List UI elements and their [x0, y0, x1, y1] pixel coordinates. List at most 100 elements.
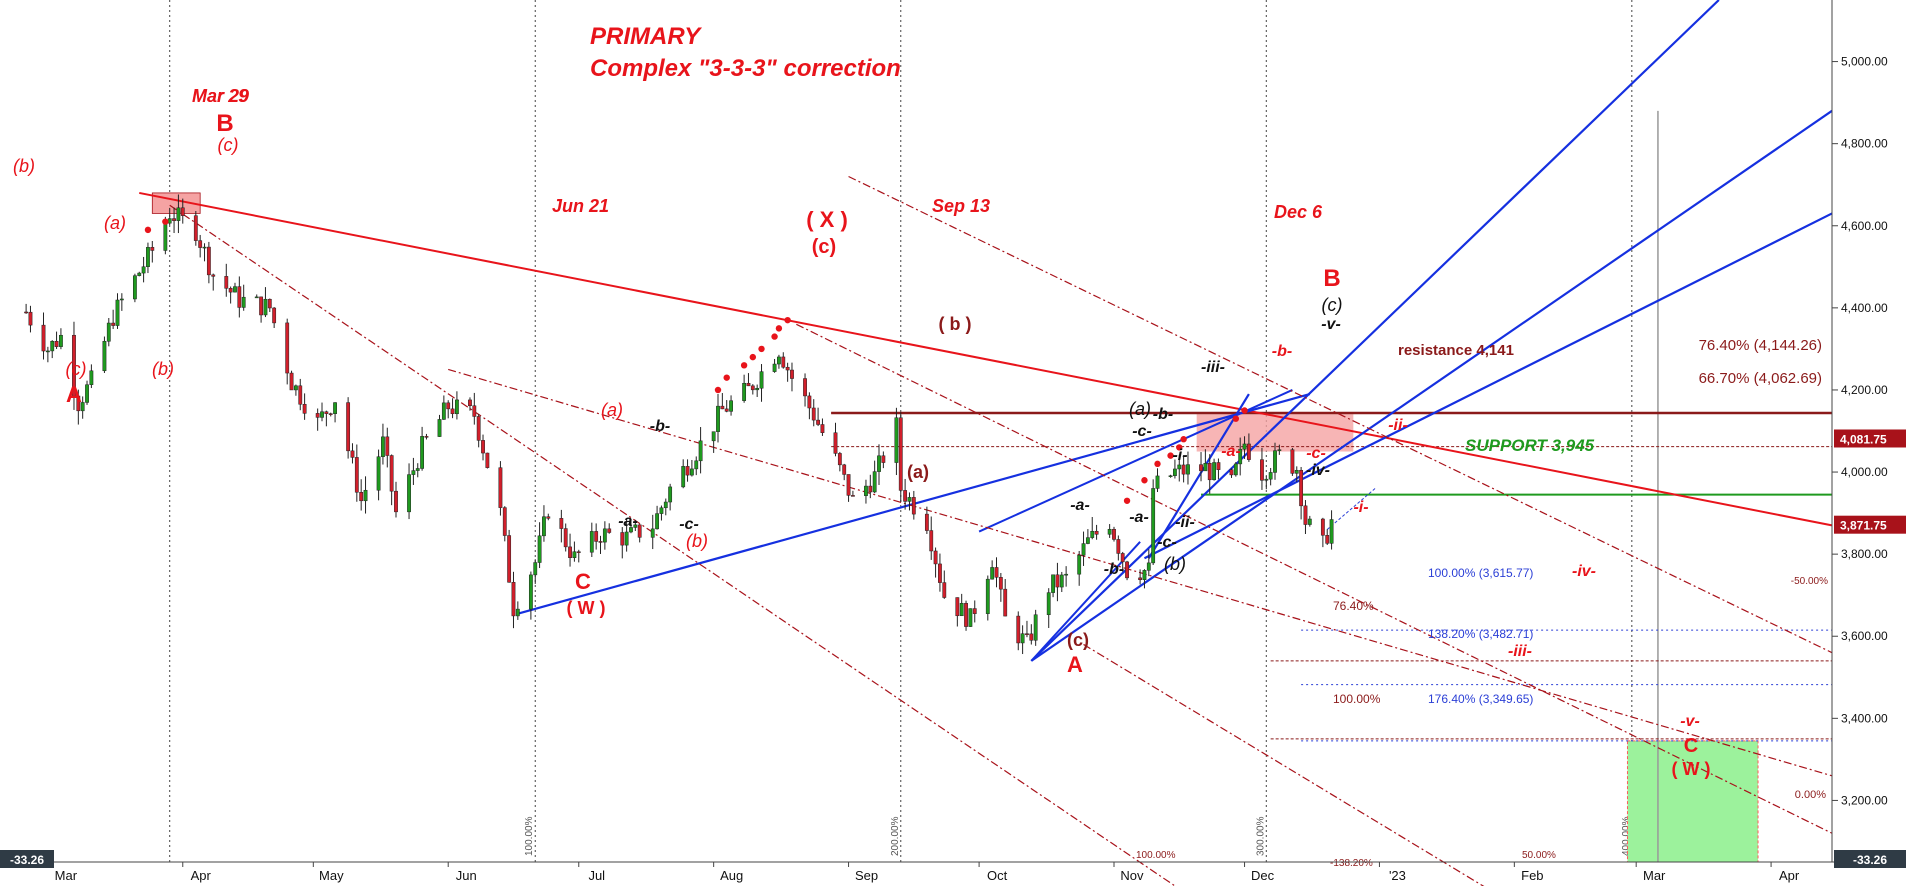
candle-up	[146, 247, 150, 267]
level-label: 76.40%	[1333, 599, 1374, 613]
candle-down	[359, 492, 364, 502]
candle-up	[1277, 449, 1282, 451]
x-tick-label: May	[319, 868, 344, 883]
candle-down	[1116, 539, 1121, 554]
candle-up	[1077, 554, 1082, 575]
wave-label: ( W )	[1672, 759, 1711, 779]
candle-down	[206, 246, 211, 276]
candle-down	[568, 546, 572, 558]
candle-down	[111, 322, 116, 326]
candle-up	[985, 578, 990, 614]
candle-down	[807, 395, 812, 409]
wave-dot-marker	[784, 316, 791, 324]
candle-down	[193, 215, 198, 241]
candle-up	[990, 567, 995, 580]
candle-up	[894, 417, 899, 463]
wave-dot-marker	[162, 218, 169, 225]
wave-label: ( X )	[806, 207, 848, 232]
y-tick-label: 3,800.00	[1841, 547, 1888, 561]
wave-dot-marker	[144, 226, 152, 234]
vertical-percent-label: 200.00%	[890, 816, 901, 856]
candle-up	[437, 419, 442, 437]
projection-dash	[1326, 488, 1376, 530]
candle-down	[350, 450, 355, 458]
candle-up	[742, 382, 747, 401]
candle-down	[833, 432, 838, 454]
candle-down	[720, 405, 725, 410]
candle-down	[746, 382, 751, 387]
blue-channel-upper	[978, 389, 1293, 533]
channel-percent-label: 50.00%	[1522, 850, 1556, 861]
blue-fan-mid	[1030, 109, 1833, 662]
candle-down	[842, 464, 847, 475]
candle-down	[76, 395, 81, 412]
x-tick-label: Jul	[588, 868, 605, 883]
wave-dot-marker	[771, 333, 778, 340]
candle-down	[837, 453, 842, 466]
candle-down	[54, 340, 59, 347]
wave-label: -v-	[1321, 316, 1341, 333]
candle-down	[594, 531, 599, 542]
candle-up	[132, 275, 137, 300]
candle-down	[1016, 615, 1021, 644]
x-tick-label: Mar	[55, 868, 78, 883]
candle-up	[698, 440, 703, 462]
wave-label: (b)	[1164, 554, 1186, 574]
main-downtrend-line	[139, 191, 1833, 527]
candle-down	[211, 274, 216, 277]
candle-up	[407, 474, 411, 513]
wave-label: (c)	[1067, 630, 1089, 650]
wave-dot-marker	[1123, 497, 1131, 504]
price-tag	[1834, 515, 1906, 534]
bottom-left-value-box	[0, 850, 54, 868]
wave-label: -iii-	[1508, 643, 1532, 660]
candle-up	[1173, 468, 1177, 476]
candle-up	[50, 340, 55, 352]
wave-dot-marker	[1141, 477, 1148, 484]
candle-up	[602, 528, 607, 543]
candle-down	[1325, 535, 1330, 544]
chart-subtitle: Complex "3-3-3" correction	[590, 55, 901, 82]
candle-down	[1229, 469, 1234, 476]
wave-label: (c)	[1322, 295, 1343, 315]
candle-up	[1151, 488, 1156, 564]
candle-down	[354, 457, 359, 493]
candle-up	[420, 436, 425, 469]
candle-up	[959, 603, 964, 617]
candle-up	[1238, 448, 1243, 465]
candle-up	[102, 341, 107, 372]
wave-label: -a-	[1221, 443, 1241, 460]
candle-up	[294, 385, 298, 391]
x-tick-label: Mar	[1643, 868, 1666, 883]
candle-up	[755, 387, 760, 391]
wave-dot-marker	[1180, 436, 1187, 443]
candle-down	[955, 597, 960, 617]
candle-down	[994, 567, 999, 578]
candle-down	[498, 467, 503, 508]
candle-up	[263, 298, 268, 316]
candle-down	[1199, 464, 1203, 472]
candle-down	[942, 582, 947, 598]
x-tick-label: '23	[1389, 868, 1406, 883]
candle-up	[1168, 475, 1173, 477]
wave-label: -iv-	[1306, 462, 1330, 479]
bottom-right-value-box	[1834, 850, 1906, 868]
candle-up	[515, 608, 520, 617]
wave-label: -c-	[679, 516, 699, 533]
candle-up	[537, 535, 542, 563]
candle-up	[624, 531, 629, 546]
wave-dot-marker	[758, 345, 765, 353]
candle-down	[1246, 443, 1251, 460]
price-tag-label: 4,081.75	[1840, 432, 1887, 446]
candle-down	[172, 218, 176, 221]
candle-up	[877, 455, 881, 472]
candle-up	[45, 350, 50, 353]
wave-label: ( b )	[939, 314, 972, 334]
candle-down	[929, 530, 934, 552]
candle-down	[724, 408, 729, 412]
candle-down	[1112, 528, 1116, 540]
candle-up	[1233, 463, 1238, 476]
candle-up	[320, 411, 324, 418]
candle-up	[872, 471, 877, 493]
